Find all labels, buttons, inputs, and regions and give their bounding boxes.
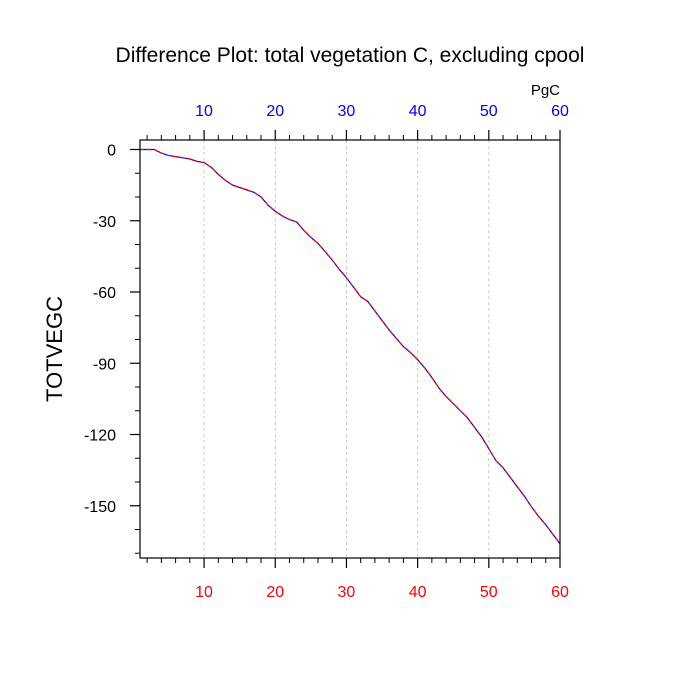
x-tick-label-bottom: 20	[266, 584, 284, 601]
x-tick-label-bottom: 40	[409, 584, 427, 601]
y-tick-label: -150	[84, 499, 116, 516]
x-tick-label-top: 30	[338, 103, 356, 120]
y-tick-label: 0	[107, 143, 116, 160]
y-tick-label: -30	[93, 214, 116, 231]
x-tick-label-bottom: 10	[195, 584, 213, 601]
x-tick-label-bottom: 50	[480, 584, 498, 601]
x-tick-label-bottom: 60	[551, 584, 569, 601]
series-line-0-blue	[140, 148, 561, 545]
plot-frame	[139, 139, 561, 559]
x-tick-label-top: 10	[195, 103, 213, 120]
x-tick-label-top: 50	[480, 103, 498, 120]
axes: 10 10 20 20 30 30 40 40 50 50 60 60 0 -30 -60 -90 -120 -1…	[84, 103, 569, 601]
x-tick-label-top: 60	[551, 103, 569, 120]
x-tick-label-top: 20	[266, 103, 284, 120]
chart-title: Difference Plot: total vegetation C, exc…	[116, 44, 585, 67]
x-tick-label-bottom: 30	[338, 584, 356, 601]
y-tick-label: -120	[84, 428, 116, 445]
y-axis-label: TOTVEGC	[42, 296, 67, 402]
data-series	[140, 148, 561, 545]
units-label: PgC	[531, 82, 560, 99]
x-tick-label-top: 40	[409, 103, 427, 120]
y-tick-label: -60	[93, 285, 116, 302]
grid-lines	[203, 140, 490, 558]
y-tick-label: -90	[93, 356, 116, 373]
series-line-0-red	[140, 148, 561, 545]
